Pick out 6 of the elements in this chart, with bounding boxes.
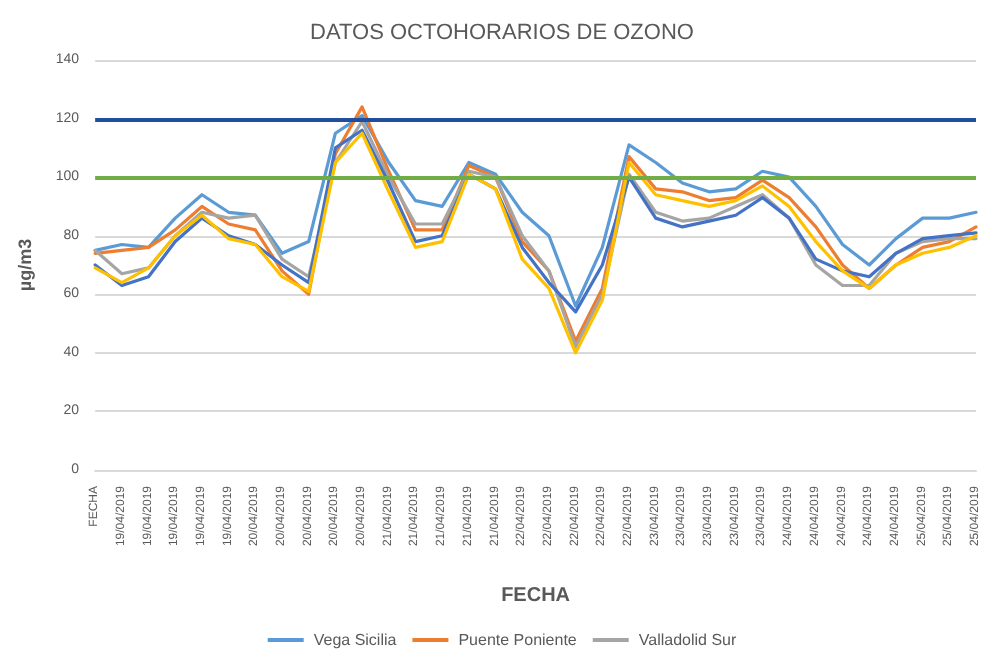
legend-label: Puente Poniente [458,631,578,649]
y-axis-title: µg/m3 [15,238,35,292]
legend-label: Valladolid Sur [638,631,737,649]
chart-title: DATOS OCTOHORARIOS DE OZONO [310,21,695,45]
x-axis-title: FECHA [501,585,571,607]
legend-label: Vega Sicilia [313,631,398,649]
